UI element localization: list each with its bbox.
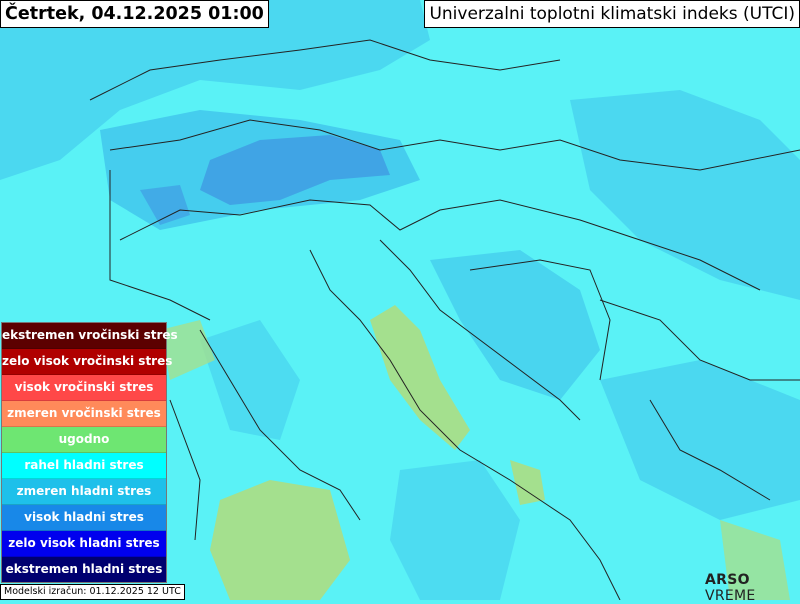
legend-item-extreme-heat: ekstremen vročinski stres — [2, 323, 178, 349]
legend-item-extreme-cold: ekstremen hladni stres — [2, 557, 166, 582]
borders — [89, 39, 800, 600]
logo-bold: ARSO — [705, 572, 750, 588]
map-title: Univerzalni toplotni klimatski indeks (U… — [424, 0, 800, 28]
legend-item-high-cold: visok hladni stres — [2, 505, 166, 531]
comfortable-areas — [160, 305, 790, 600]
legend: ekstremen vročinski stres zelo visok vro… — [1, 322, 178, 583]
high-cold-areas — [140, 135, 390, 225]
legend-item-moderate-cold: zmeren hladni stres — [2, 479, 166, 505]
forecast-datetime: Četrtek, 04.12.2025 01:00 — [0, 0, 269, 28]
legend-item-comfortable: ugodno — [2, 427, 166, 453]
legend-item-very-high-heat: zelo visok vročinski stres — [2, 349, 172, 375]
legend-item-slight-cold: rahel hladni stres — [2, 453, 166, 479]
model-run-label: Modelski izračun: 01.12.2025 12 UTC — [0, 584, 185, 600]
legend-item-moderate-heat: zmeren vročinski stres — [2, 401, 166, 427]
legend-item-very-high-cold: zelo visok hladni stres — [2, 531, 166, 557]
legend-item-high-heat: visok vročinski stres — [2, 375, 166, 401]
logo-light: VREME — [705, 588, 756, 604]
arso-logo: ARSO VREME — [705, 572, 800, 604]
